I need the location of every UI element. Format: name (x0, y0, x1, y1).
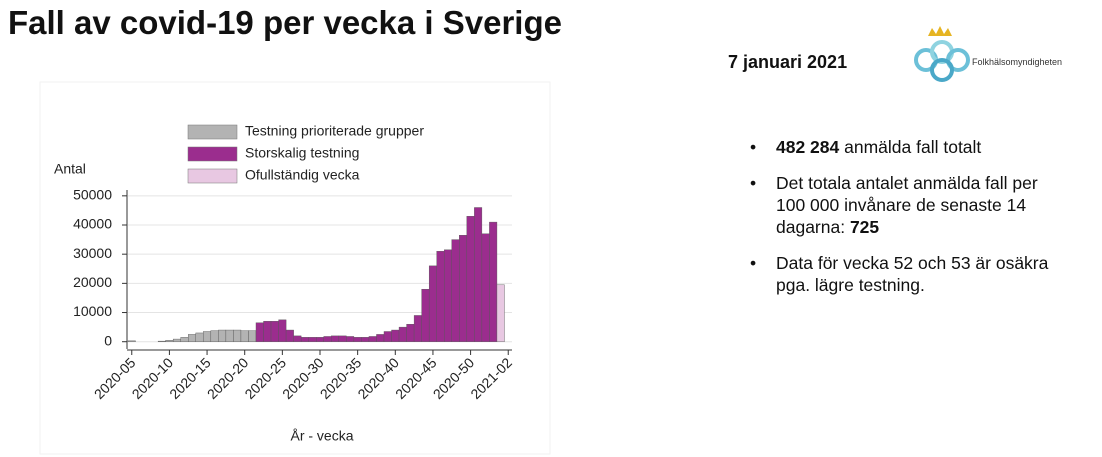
bar (203, 331, 212, 342)
bar (263, 321, 272, 342)
bar (285, 329, 294, 342)
bar (188, 334, 196, 342)
legend-label: Ofullständig vecka (245, 167, 360, 183)
bar (316, 337, 324, 342)
bar (428, 265, 437, 342)
bar (406, 324, 415, 342)
bar (346, 336, 355, 342)
y-tick-label: 20000 (73, 274, 112, 290)
bar (331, 335, 340, 342)
x-axis-label: År - vecka (290, 428, 353, 444)
bar (451, 239, 460, 342)
y-tick-label: 50000 (73, 187, 112, 203)
y-tick-label: 30000 (73, 245, 112, 261)
bar (172, 338, 181, 342)
bullet: Det totala antalet anmälda fall per 100 … (750, 172, 1070, 238)
y-axis-label: Antal (54, 161, 86, 177)
bar (240, 330, 249, 342)
bar (225, 329, 234, 342)
bullet: Data för vecka 52 och 53 är osäkra pga. … (750, 252, 1070, 296)
bar (436, 251, 445, 342)
bar (489, 221, 498, 342)
bar (466, 216, 475, 342)
bar (165, 340, 174, 342)
bar (376, 334, 385, 342)
bar (210, 330, 219, 342)
bar (338, 335, 347, 342)
bar (127, 340, 136, 342)
legend-swatch (187, 146, 238, 162)
legend-label: Testning prioriterade grupper (245, 123, 424, 139)
logo (914, 26, 970, 82)
bar (233, 329, 242, 342)
bar (361, 337, 370, 342)
bar (323, 336, 332, 342)
bar (421, 288, 430, 342)
bar (157, 340, 166, 342)
y-tick-label: 40000 (73, 216, 112, 232)
bar (218, 329, 227, 342)
bar (293, 335, 302, 342)
legend-label: Storskalig testning (245, 145, 359, 161)
slide-title: Fall av covid-19 per vecka i Sverige (8, 4, 562, 41)
y-tick-label: 10000 (73, 303, 112, 319)
bar (459, 235, 468, 342)
y-tick-label: 0 (104, 332, 112, 348)
bar (474, 207, 483, 342)
bar (278, 319, 287, 342)
legend-swatch (187, 124, 238, 140)
bar (391, 329, 400, 342)
bar (195, 332, 204, 342)
bar (496, 284, 505, 342)
bar (398, 326, 407, 342)
bullet-text: anmälda fall totalt (839, 137, 982, 157)
bar (248, 330, 257, 342)
legend-swatch (187, 168, 238, 184)
bar (383, 331, 392, 342)
bullet-text: Det totala antalet anmälda fall per 100 … (776, 173, 1038, 237)
chart-frame (39, 81, 551, 455)
bar (481, 233, 490, 342)
bullet-list: 482 284 anmälda fall totalt Det totala an… (750, 136, 1070, 310)
bullet: 482 284 anmälda fall totalt (750, 136, 1070, 158)
bar (368, 336, 377, 342)
bullet-text: Data för vecka 52 och 53 är osäkra pga. … (776, 253, 1049, 295)
bar (300, 337, 309, 342)
bar (270, 321, 279, 342)
bar (255, 322, 264, 342)
date: 7 januari 2021 (728, 52, 848, 72)
bar (413, 315, 422, 342)
x-tick-label: 2021-02 (467, 354, 515, 402)
bullet-text: 482 284 (776, 137, 840, 157)
bar (444, 249, 452, 342)
bullet-text: 725 (849, 217, 880, 237)
bar (308, 337, 317, 342)
logo-text: Folkhälsomyndigheten (972, 57, 1063, 67)
bar (353, 337, 362, 342)
bar (180, 337, 189, 342)
